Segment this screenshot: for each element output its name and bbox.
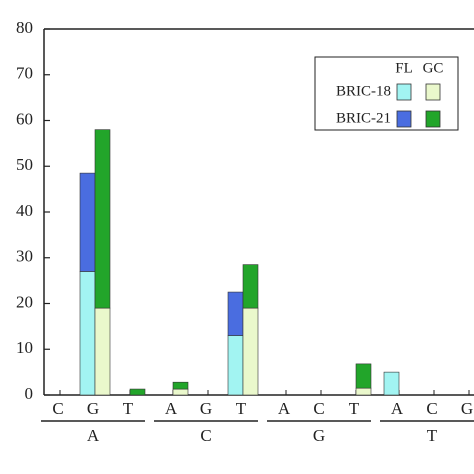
- bar-segment: [383, 371, 400, 396]
- legend-swatch: [396, 83, 412, 101]
- bar-segment: [129, 388, 146, 396]
- group-label: T: [427, 426, 438, 445]
- y-tick-label: 30: [16, 247, 33, 266]
- group-label: G: [313, 426, 325, 445]
- x-tick-label: G: [461, 399, 473, 418]
- y-tick-label: 50: [16, 155, 33, 174]
- x-tick-label: G: [200, 399, 212, 418]
- bar-segment: [94, 129, 111, 309]
- bar-segment: [172, 381, 189, 390]
- legend-column-label: FL: [395, 60, 413, 76]
- y-tick-label: 60: [16, 109, 33, 128]
- bar-segment: [227, 335, 244, 396]
- x-tick-label: C: [313, 399, 324, 418]
- legend-swatch: [396, 110, 412, 128]
- y-tick-label: 0: [25, 384, 34, 403]
- y-tick-label: 80: [16, 18, 33, 37]
- x-tick-label: T: [349, 399, 360, 418]
- x-tick-label: C: [52, 399, 63, 418]
- x-tick-label: C: [426, 399, 437, 418]
- bar-segment: [355, 363, 372, 389]
- bar-segment: [242, 307, 259, 396]
- bar-segment: [172, 388, 189, 396]
- bar-segment: [227, 291, 244, 336]
- x-tick-label: T: [123, 399, 134, 418]
- y-tick-label: 10: [16, 338, 33, 357]
- bar-segment: [79, 172, 96, 272]
- x-tick-label: A: [391, 399, 404, 418]
- bar-segment: [242, 264, 259, 309]
- x-tick-label: A: [278, 399, 291, 418]
- bar-segment: [79, 271, 96, 396]
- y-tick-label: 40: [16, 201, 33, 220]
- legend-column-label: GC: [423, 60, 444, 76]
- legend-swatch: [425, 83, 441, 101]
- legend-row-label: BRIC-18: [336, 83, 391, 99]
- x-tick-label: G: [87, 399, 99, 418]
- x-tick-label: T: [236, 399, 247, 418]
- legend-swatch: [425, 110, 441, 128]
- bar-segment: [94, 307, 111, 396]
- bar-segment: [355, 387, 372, 396]
- group-label: A: [87, 426, 100, 445]
- y-tick-label: 70: [16, 64, 33, 83]
- y-tick-label: 20: [16, 292, 33, 311]
- group-label: C: [200, 426, 211, 445]
- x-tick-label: A: [165, 399, 178, 418]
- legend-row-label: BRIC-21: [336, 110, 391, 126]
